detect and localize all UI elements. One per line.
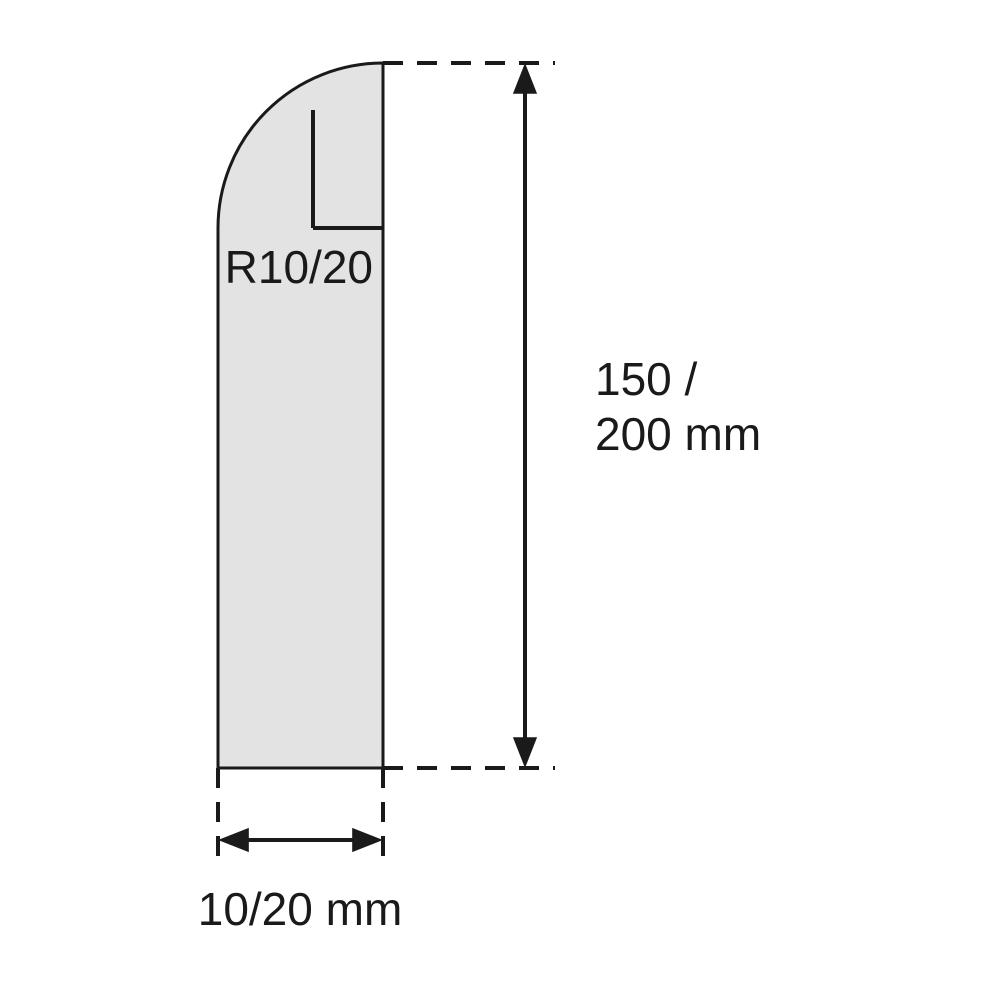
width-label: 10/20 mm	[198, 883, 403, 935]
radius-label: R10/20	[225, 241, 373, 293]
height-label-1: 150 /	[595, 353, 698, 405]
technical-diagram: R10/20 150 /200 mm 10/20 mm	[0, 0, 1000, 1000]
profile-shape	[218, 63, 383, 768]
height-label-2: 200 mm	[595, 408, 761, 460]
